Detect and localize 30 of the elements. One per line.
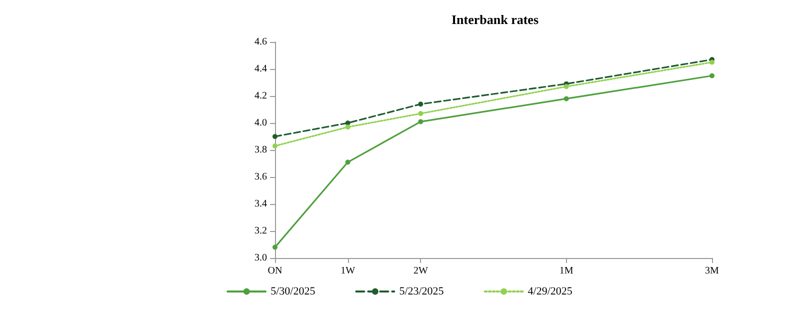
point (564, 84, 569, 90)
point (418, 119, 424, 124)
y-tick-label: 4.0 (254, 118, 267, 128)
y-tick-label: 3.6 (254, 172, 267, 182)
point (418, 111, 424, 116)
point (564, 96, 569, 102)
point (345, 160, 350, 165)
legend-label: 5/23/2025 (399, 286, 444, 298)
point (272, 244, 278, 250)
point (710, 73, 714, 78)
point (418, 102, 424, 107)
y-tick-label: 3.2 (254, 226, 267, 236)
x-tick-label: 1M (559, 266, 574, 276)
legend-label: 5/30/2025 (270, 286, 316, 298)
legend-label: 4/29/2025 (528, 286, 573, 298)
y-tick-label: 4.6 (254, 36, 267, 48)
y-tick-label: 3.8 (254, 144, 267, 156)
point (345, 124, 350, 130)
y-tick-label: 4.2 (254, 90, 267, 102)
point (272, 143, 278, 148)
y-tick-label: 3.4 (254, 198, 267, 210)
y-tick-label: 4.4 (254, 64, 267, 74)
x-tick-label: 3M (705, 266, 720, 276)
point (272, 134, 278, 139)
chart-title: Interbank rates (451, 12, 539, 27)
x-tick-label: ON (268, 266, 282, 276)
x-tick-label: 1W (340, 266, 356, 276)
x-tick-label: 2W (413, 266, 428, 276)
y-tick-label: 3.0 (254, 252, 267, 264)
point (710, 60, 714, 65)
